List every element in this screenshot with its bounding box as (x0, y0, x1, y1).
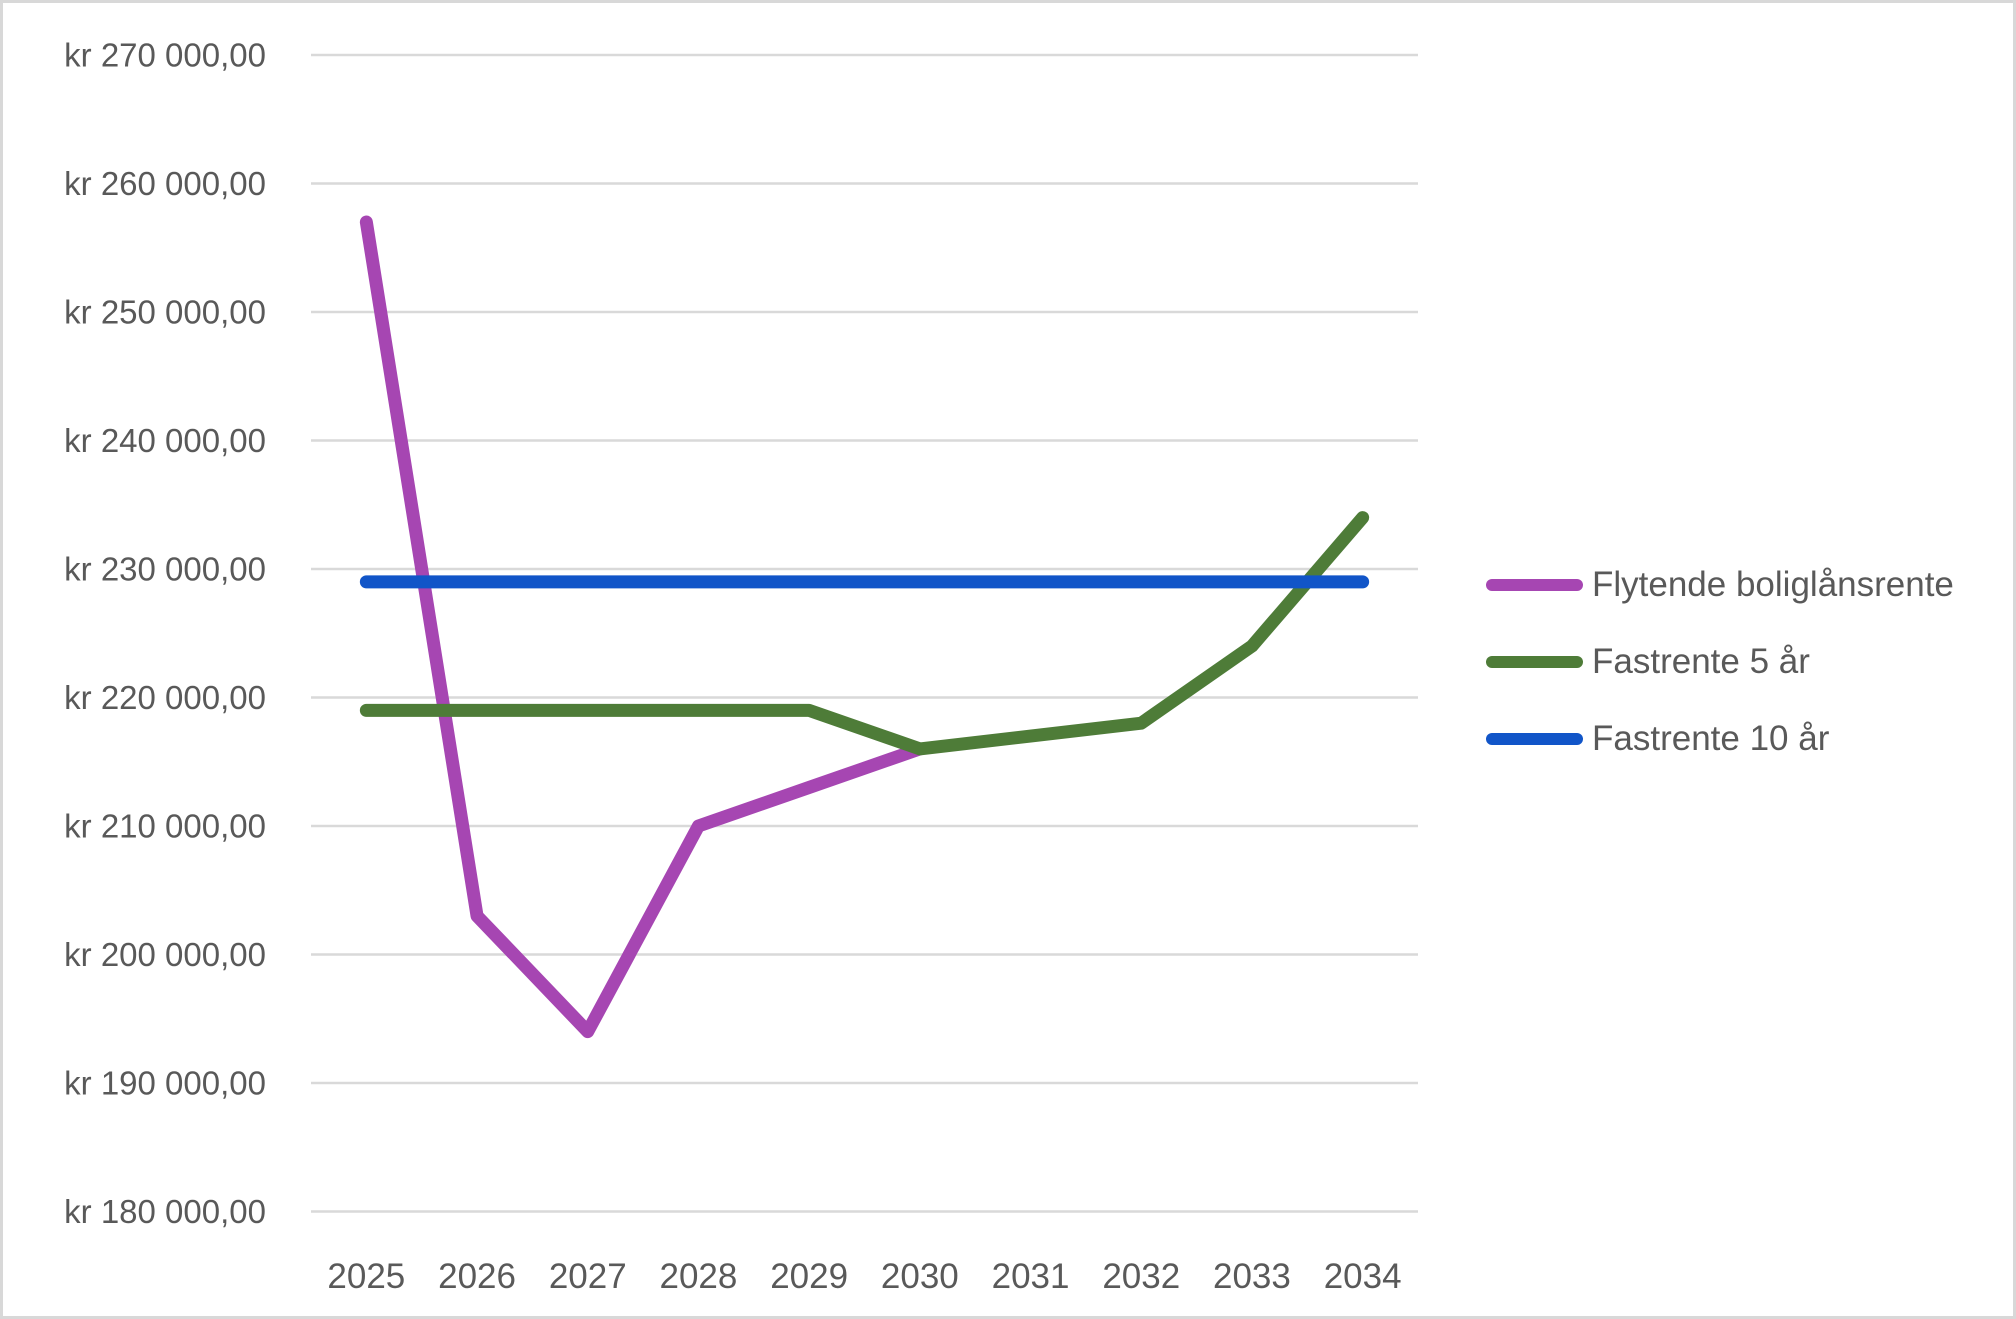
x-axis-tick-label: 2032 (1102, 1257, 1180, 1296)
y-axis-tick-label: kr 260 000,00 (64, 165, 266, 202)
y-axis-tick-label: kr 210 000,00 (64, 808, 266, 845)
y-axis-tick-label: kr 230 000,00 (64, 551, 266, 588)
x-axis-tick-label: 2027 (549, 1257, 627, 1296)
x-axis-tick-label: 2034 (1324, 1257, 1402, 1296)
series-line-flytende-boliglansrente (359, 215, 927, 1039)
y-axis-tick-label: kr 240 000,00 (64, 422, 266, 459)
x-axis-tick-label: 2033 (1213, 1257, 1291, 1296)
x-axis-tick-label: 2030 (881, 1257, 959, 1296)
y-axis-tick-label: kr 200 000,00 (64, 936, 266, 973)
y-axis-tick-label: kr 190 000,00 (64, 1065, 266, 1102)
y-axis-tick-label: kr 220 000,00 (64, 679, 266, 716)
x-axis-tick-label: 2031 (992, 1257, 1070, 1296)
x-axis-tick-label: 2028 (660, 1257, 738, 1296)
y-axis-tick-label: kr 180 000,00 (64, 1193, 266, 1230)
x-axis-tick-label: 2026 (438, 1257, 516, 1296)
line-chart-canvas: kr 270 000,00 kr 260 000,00 kr 250 000,00 k… (64, 37, 1418, 1296)
x-axis-tick-label: 2025 (327, 1257, 405, 1296)
y-axis-tick-label: kr 270 000,00 (64, 37, 266, 74)
y-axis-tick-label: kr 250 000,00 (64, 294, 266, 331)
series-line-fastrente-5-ar (359, 511, 1370, 756)
x-axis-tick-label: 2029 (770, 1257, 848, 1296)
